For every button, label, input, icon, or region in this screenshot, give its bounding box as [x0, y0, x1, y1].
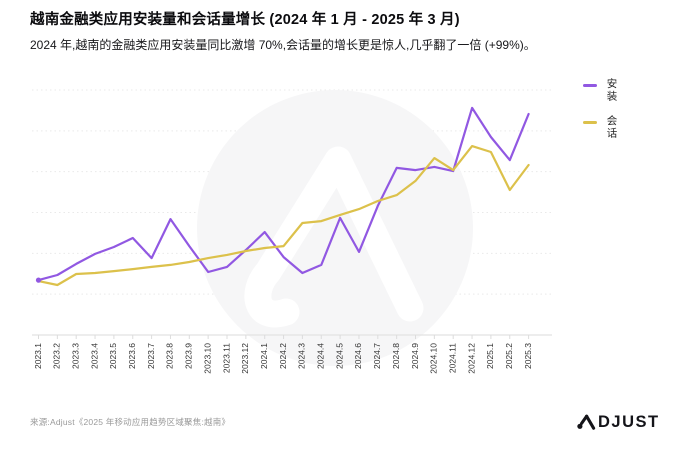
x-axis-label: 2023.7: [146, 343, 156, 369]
chart-legend: 安装 会话: [583, 78, 678, 140]
x-axis-label: 2024.9: [410, 343, 420, 369]
x-axis: 2023.1 2023.2 2023.3 2023.4 2023.5 2023.6 2023…: [32, 334, 552, 374]
x-axis-label: 2024.11: [447, 343, 457, 373]
installs-start-point: [35, 277, 42, 283]
chart-title: 越南金融类应用安装量和会话量增长 (2024 年 1 月 - 2025 年 3 …: [30, 12, 460, 28]
x-axis-label: 2024.12: [466, 343, 476, 374]
legend-label-installs: 安装: [605, 78, 618, 103]
x-axis-label: 2023.4: [89, 343, 99, 369]
line-chart: 2023.1 2023.2 2023.3 2023.4 2023.5 2023.6 2023…: [32, 89, 552, 374]
legend-item-installs: 安装: [583, 78, 678, 103]
sessions-series-line: [37, 145, 530, 287]
x-axis-label: 2023.1: [33, 343, 43, 369]
x-axis-label: 2023.10: [202, 343, 212, 374]
chart-subtitle: 2024 年,越南的金融类应用安装量同比激增 70%,会话量的增长更是惊人,几乎…: [30, 38, 536, 52]
installs-series-line: [37, 106, 530, 282]
x-axis-label: 2023.12: [240, 343, 250, 374]
chart-series-lines: [35, 106, 530, 287]
x-axis-label: 2024.3: [297, 343, 307, 369]
adjust-wordmark: DJUST: [598, 412, 660, 431]
x-axis-label: 2023.6: [127, 343, 137, 369]
x-axis-label: 2024.1: [259, 343, 269, 369]
x-axis-label: 2023.8: [165, 343, 175, 369]
x-axis-label: 2023.2: [52, 343, 62, 369]
x-axis-label: 2024.2: [278, 343, 288, 369]
x-axis-label: 2025.1: [485, 343, 495, 369]
installs-line-swatch: [583, 84, 597, 87]
x-axis-label: 2024.5: [334, 343, 344, 369]
adjust-logo-a-glyph: [577, 414, 596, 430]
x-axis-label: 2023.9: [184, 343, 194, 369]
x-axis-label: 2025.2: [504, 343, 514, 369]
sessions-line-swatch: [583, 121, 597, 124]
legend-item-sessions: 会话: [583, 115, 678, 140]
x-axis-label: 2023.5: [108, 343, 118, 369]
x-axis-label: 2024.4: [316, 343, 326, 369]
x-axis-label: 2025.3: [523, 343, 533, 369]
source-attribution: 来源:Adjust《2025 年移动应用趋势区域聚焦:越南》: [30, 417, 231, 427]
x-axis-label: 2024.8: [391, 343, 401, 369]
x-axis-label: 2023.11: [221, 343, 231, 373]
adjust-logo: DJUST: [576, 410, 660, 434]
x-axis-label: 2024.6: [353, 343, 363, 369]
x-axis-label: 2024.10: [429, 343, 439, 374]
legend-label-sessions: 会话: [605, 115, 618, 140]
x-axis-label: 2024.7: [372, 343, 382, 369]
x-axis-label: 2023.3: [70, 343, 80, 369]
